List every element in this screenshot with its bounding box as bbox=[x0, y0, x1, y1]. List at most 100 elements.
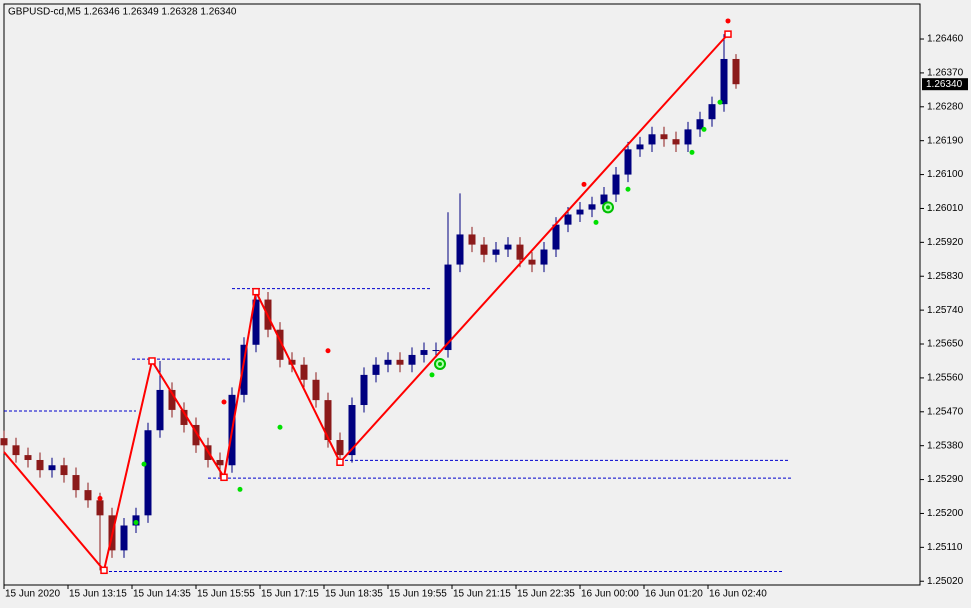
x-tick-label: 15 Jun 19:55 bbox=[389, 589, 447, 600]
y-tick-label: 1.26100 bbox=[927, 169, 964, 180]
green-dots bbox=[141, 461, 147, 467]
y-tick-label: 1.25200 bbox=[927, 508, 964, 519]
y-tick-label: 1.25020 bbox=[927, 576, 964, 587]
green-dots bbox=[277, 424, 283, 430]
candle-body bbox=[684, 129, 692, 145]
candle-body bbox=[12, 445, 20, 456]
candle-body bbox=[0, 438, 8, 446]
candle-body bbox=[720, 58, 728, 105]
candle-body bbox=[168, 389, 176, 410]
candle-body bbox=[528, 259, 536, 265]
candle-body bbox=[396, 359, 404, 365]
red-dots bbox=[97, 495, 103, 501]
x-tick-label: 16 Jun 01:20 bbox=[645, 589, 703, 600]
candle-body bbox=[432, 350, 440, 352]
candle-body bbox=[372, 364, 380, 375]
current-price-box bbox=[922, 78, 968, 91]
candle-body bbox=[456, 234, 464, 265]
candle-body bbox=[240, 344, 248, 395]
green-dots bbox=[689, 149, 695, 155]
green-dots bbox=[717, 99, 723, 105]
y-tick-label: 1.25290 bbox=[927, 474, 964, 485]
green-dots bbox=[429, 372, 435, 378]
candle-body bbox=[672, 139, 680, 145]
green-ring-center bbox=[438, 361, 442, 366]
candle-body bbox=[444, 264, 452, 351]
x-tick-label: 15 Jun 2020 bbox=[5, 589, 60, 600]
red-dots bbox=[325, 348, 331, 354]
candle-body bbox=[408, 354, 416, 365]
green-dots bbox=[701, 126, 707, 132]
candle-body bbox=[552, 224, 560, 250]
candle-body bbox=[588, 204, 596, 210]
green-ring-center bbox=[606, 205, 610, 210]
candle-body bbox=[660, 134, 668, 140]
zigzag-node bbox=[252, 287, 260, 296]
candle-body bbox=[48, 465, 56, 471]
zigzag-node bbox=[220, 473, 228, 482]
candle-body bbox=[72, 475, 80, 491]
candle-body bbox=[564, 214, 572, 225]
x-tick-label: 16 Jun 00:00 bbox=[581, 589, 639, 600]
candle-body bbox=[324, 400, 332, 441]
candle-body bbox=[636, 144, 644, 150]
chart-title: GBPUSD-cd,M5 1.26346 1.26349 1.26328 1.2… bbox=[8, 7, 237, 18]
candle-body bbox=[36, 459, 44, 471]
candle-body bbox=[180, 409, 188, 425]
x-tick-label: 15 Jun 13:15 bbox=[69, 589, 127, 600]
candle-body bbox=[192, 424, 200, 446]
y-tick-label: 1.25110 bbox=[927, 542, 963, 553]
plot-area bbox=[3, 3, 921, 586]
candle-body bbox=[60, 465, 68, 476]
y-tick-label: 1.26010 bbox=[927, 203, 964, 214]
candle-body bbox=[708, 104, 716, 120]
current-price-label: 1.26340 bbox=[926, 79, 963, 90]
candle-body bbox=[504, 244, 512, 250]
zigzag-node bbox=[100, 566, 108, 575]
candle-body bbox=[480, 244, 488, 255]
x-tick-label: 15 Jun 15:55 bbox=[197, 589, 255, 600]
x-tick-label: 15 Jun 18:35 bbox=[325, 589, 383, 600]
candle-body bbox=[384, 359, 392, 365]
green-dots bbox=[133, 519, 139, 525]
candle-body bbox=[312, 379, 320, 401]
candle-body bbox=[84, 490, 92, 501]
candle-body bbox=[156, 389, 164, 431]
green-dots bbox=[625, 186, 631, 192]
candle-body bbox=[336, 440, 344, 456]
y-tick-label: 1.25470 bbox=[927, 406, 964, 417]
y-tick-label: 1.26460 bbox=[927, 34, 964, 45]
zigzag-node bbox=[336, 458, 344, 466]
zigzag-node bbox=[148, 357, 156, 365]
y-tick-label: 1.26190 bbox=[927, 135, 964, 146]
candle-body bbox=[96, 500, 104, 516]
y-tick-label: 1.26280 bbox=[927, 101, 964, 112]
candle-body bbox=[288, 359, 296, 365]
x-tick-label: 15 Jun 17:15 bbox=[261, 589, 319, 600]
candle-body bbox=[696, 119, 704, 130]
candle-body bbox=[576, 209, 584, 215]
x-tick-label: 15 Jun 22:35 bbox=[517, 589, 575, 600]
candle-body bbox=[216, 459, 224, 466]
candle-body bbox=[600, 194, 608, 205]
candle-body bbox=[120, 525, 128, 551]
candle-body bbox=[492, 249, 500, 255]
x-tick-label: 15 Jun 21:15 bbox=[453, 589, 511, 600]
red-dots bbox=[221, 399, 227, 405]
y-tick-label: 1.25650 bbox=[927, 339, 964, 350]
red-dots bbox=[725, 18, 731, 24]
y-tick-label: 1.26370 bbox=[927, 68, 964, 79]
green-dots bbox=[237, 486, 243, 492]
green-dots bbox=[593, 219, 599, 225]
candle-body bbox=[648, 134, 656, 145]
red-dots bbox=[581, 181, 587, 187]
candle-body bbox=[300, 364, 308, 380]
y-tick-label: 1.25830 bbox=[927, 271, 964, 282]
candle-body bbox=[516, 244, 524, 260]
x-tick-label: 15 Jun 14:35 bbox=[133, 589, 191, 600]
candle-body bbox=[24, 455, 32, 460]
zigzag-node bbox=[724, 30, 732, 38]
candle-body bbox=[276, 329, 284, 360]
candle-body bbox=[468, 234, 476, 245]
y-tick-label: 1.25920 bbox=[927, 237, 964, 248]
